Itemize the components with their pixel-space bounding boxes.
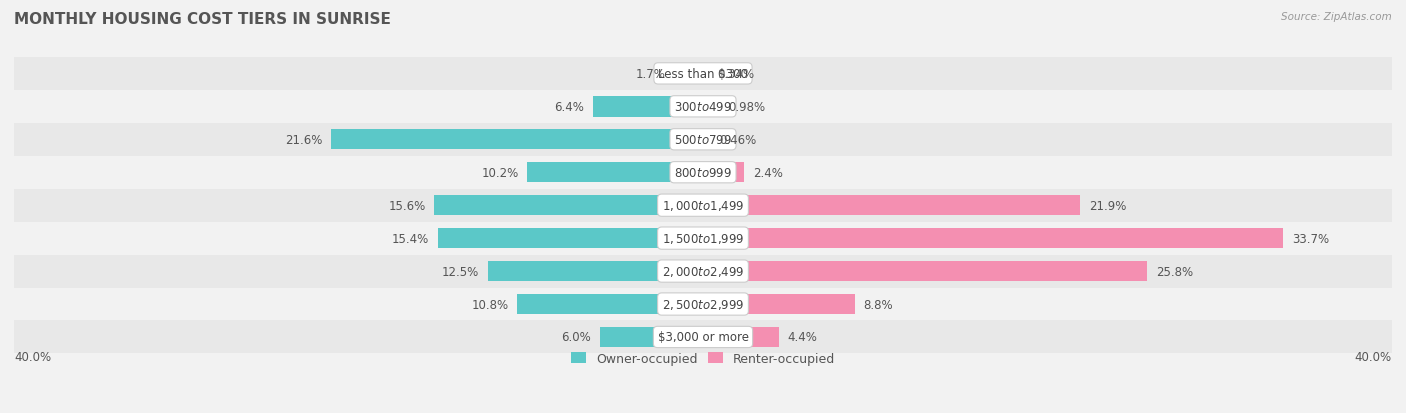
Bar [703,97,720,117]
Bar [14,90,1392,123]
Text: 21.9%: 21.9% [1088,199,1126,212]
Text: 21.6%: 21.6% [285,133,322,147]
Bar [14,189,1392,222]
Text: $1,000 to $1,499: $1,000 to $1,499 [662,199,744,213]
Text: 10.8%: 10.8% [471,298,509,311]
Text: Less than $300: Less than $300 [658,68,748,81]
Bar [437,228,703,249]
Text: 1.7%: 1.7% [636,68,665,81]
Text: 40.0%: 40.0% [14,350,51,363]
Text: Source: ZipAtlas.com: Source: ZipAtlas.com [1281,12,1392,22]
Text: 15.4%: 15.4% [392,232,429,245]
Bar [703,64,709,84]
Text: 10.2%: 10.2% [481,166,519,179]
Bar [14,288,1392,321]
Text: $1,500 to $1,999: $1,500 to $1,999 [662,232,744,245]
Bar [14,321,1392,354]
Bar [517,294,703,314]
Text: 25.8%: 25.8% [1156,265,1194,278]
Text: 40.0%: 40.0% [1355,350,1392,363]
Text: $3,000 or more: $3,000 or more [658,331,748,344]
Bar [434,195,703,216]
Bar [527,163,703,183]
Text: 6.4%: 6.4% [554,101,583,114]
Text: 0.98%: 0.98% [728,101,766,114]
Text: 15.6%: 15.6% [388,199,426,212]
Text: 6.0%: 6.0% [561,331,591,344]
Bar [330,130,703,150]
Bar [703,163,744,183]
Text: MONTHLY HOUSING COST TIERS IN SUNRISE: MONTHLY HOUSING COST TIERS IN SUNRISE [14,12,391,27]
Bar [488,261,703,282]
Text: 33.7%: 33.7% [1292,232,1329,245]
Bar [599,327,703,347]
Bar [703,130,711,150]
Text: 2.4%: 2.4% [754,166,783,179]
Bar [14,123,1392,157]
Text: 12.5%: 12.5% [441,265,479,278]
Text: $2,000 to $2,499: $2,000 to $2,499 [662,264,744,278]
Text: 8.8%: 8.8% [863,298,893,311]
Bar [593,97,703,117]
Bar [703,261,1147,282]
Bar [673,64,703,84]
Bar [14,255,1392,288]
Text: $300 to $499: $300 to $499 [673,101,733,114]
Text: 0.46%: 0.46% [720,133,756,147]
Bar [14,58,1392,90]
Text: 0.34%: 0.34% [717,68,755,81]
Bar [703,294,855,314]
Bar [14,222,1392,255]
Text: $500 to $799: $500 to $799 [673,133,733,147]
Bar [703,195,1080,216]
Text: 4.4%: 4.4% [787,331,817,344]
Bar [703,228,1284,249]
Legend: Owner-occupied, Renter-occupied: Owner-occupied, Renter-occupied [567,347,839,370]
Text: $800 to $999: $800 to $999 [673,166,733,179]
Text: $2,500 to $2,999: $2,500 to $2,999 [662,297,744,311]
Bar [14,157,1392,189]
Bar [703,327,779,347]
